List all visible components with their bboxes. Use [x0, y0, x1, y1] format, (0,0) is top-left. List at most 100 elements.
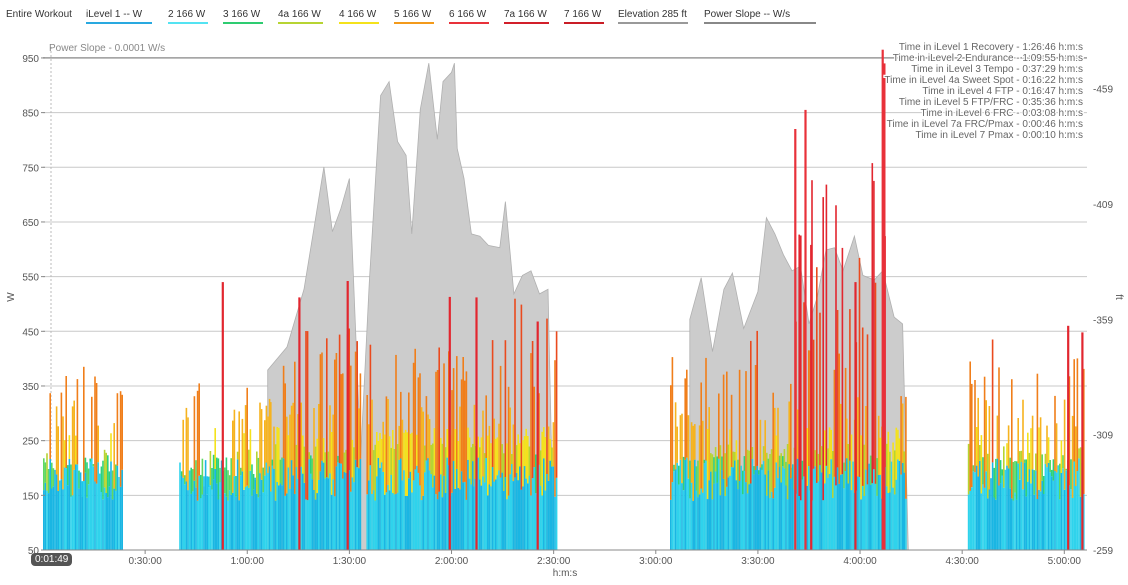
power-bar	[249, 429, 252, 471]
power-bar	[866, 334, 869, 485]
legend-item[interactable]: Entire Workout	[6, 9, 72, 21]
power-bar	[330, 432, 333, 495]
legend-item[interactable]: 5 166 W	[394, 9, 434, 24]
power-bar-base	[702, 492, 704, 550]
power-bar-base	[274, 500, 277, 550]
power-bar-base	[857, 476, 859, 550]
power-bar	[254, 477, 256, 480]
power-bar	[745, 371, 747, 483]
power-bar-base	[504, 477, 507, 550]
power-bar-base	[892, 487, 894, 550]
power-bar-base	[541, 495, 543, 550]
power-bar	[76, 379, 79, 465]
power-bar-base	[684, 459, 686, 550]
power-bar	[115, 464, 117, 491]
power-bar-base	[863, 496, 866, 550]
power-bar-base	[861, 485, 864, 550]
power-bar-base	[832, 497, 834, 550]
power-bar	[230, 458, 232, 495]
legend-item[interactable]: 7a 166 W	[504, 9, 549, 24]
power-bar-base	[270, 491, 272, 550]
legend-item[interactable]: Elevation 285 ft	[618, 9, 688, 24]
power-bar-base	[703, 463, 706, 550]
legend-item[interactable]: 7 166 W	[564, 9, 604, 24]
power-bar-base	[438, 491, 440, 550]
power-bar-base	[403, 470, 405, 550]
legend-item[interactable]: iLevel 1 -- W	[86, 9, 152, 24]
power-bar	[764, 420, 766, 475]
power-bar-base	[236, 459, 239, 550]
power-bar-base	[380, 462, 383, 550]
power-bar-base	[316, 493, 318, 550]
power-bar-base	[498, 470, 500, 550]
power-bar-base	[967, 494, 970, 550]
power-bar-base	[554, 496, 556, 550]
power-bar	[432, 443, 434, 488]
legend-item[interactable]: 4a 166 W	[278, 9, 323, 24]
power-bar-base	[388, 490, 391, 550]
power-bar	[371, 399, 373, 494]
power-bar	[71, 406, 74, 496]
power-bar-base	[318, 479, 320, 550]
power-bar-base	[335, 466, 338, 550]
power-bar-base	[1004, 469, 1007, 550]
power-bar	[185, 407, 188, 482]
power-bar	[735, 440, 738, 481]
power-bar-base	[737, 489, 739, 550]
power-bar	[70, 464, 72, 497]
power-bar	[480, 437, 483, 486]
power-bar-base	[322, 462, 325, 550]
power-bar	[224, 467, 226, 494]
power-bar	[785, 461, 787, 486]
power-bar	[798, 234, 800, 496]
power-bar-base	[871, 483, 874, 550]
legend-item[interactable]: 4 166 W	[339, 9, 379, 24]
power-bar	[988, 406, 991, 490]
power-bar-base	[179, 462, 181, 550]
legend-item[interactable]: 2 166 W	[168, 9, 208, 24]
power-bar-base	[897, 459, 899, 550]
power-bar	[1001, 469, 1003, 476]
power-bar-base	[740, 465, 742, 550]
power-bar	[488, 425, 491, 485]
power-bar-base	[1049, 472, 1051, 550]
power-bar	[244, 405, 247, 487]
power-bar	[803, 302, 805, 477]
power-bar-base	[512, 481, 515, 550]
power-bar	[898, 438, 901, 461]
legend-swatch	[394, 22, 434, 24]
power-bar-base	[228, 490, 231, 550]
power-bar-base	[817, 481, 820, 550]
power-bar-base	[480, 485, 483, 550]
power-bar	[398, 425, 400, 460]
power-bar-base	[528, 475, 531, 550]
power-bar-base	[501, 472, 503, 550]
power-bar-base	[326, 477, 328, 550]
power-bar	[282, 365, 285, 459]
power-bar	[678, 465, 680, 485]
power-bar	[182, 419, 184, 478]
power-bar	[470, 447, 472, 485]
power-bar-base	[735, 480, 738, 550]
power-bar	[190, 467, 192, 494]
legend-item[interactable]: 3 166 W	[223, 9, 263, 24]
power-bar-base	[865, 469, 867, 550]
legend-item[interactable]: Power Slope -- W/s	[704, 9, 816, 24]
power-bar-base	[340, 463, 342, 550]
power-bar	[759, 419, 762, 468]
power-bar	[438, 347, 440, 492]
power-bar-base	[879, 474, 882, 550]
power-bar	[499, 365, 502, 478]
power-bar	[1015, 461, 1018, 500]
power-bar	[758, 470, 760, 475]
power-bar-base	[877, 475, 880, 550]
power-bar-base	[1083, 494, 1085, 550]
power-bar-base	[1028, 469, 1031, 550]
power-bar-base	[808, 466, 810, 550]
legend-item[interactable]: 6 166 W	[449, 9, 489, 24]
y-tick-label: 150	[22, 491, 39, 502]
power-bar-base	[515, 473, 518, 550]
power-bar-base	[995, 499, 997, 550]
power-bar-base	[260, 479, 263, 550]
